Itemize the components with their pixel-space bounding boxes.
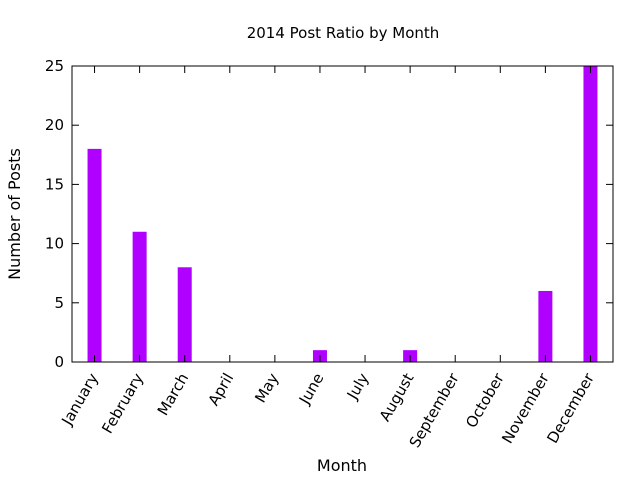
x-axis-label: Month [317,456,367,475]
y-tick-label-0: 0 [54,353,64,371]
y-tick-label-5: 5 [54,294,64,312]
x-tick-label-february: February [98,370,147,437]
x-tick-label-july: July [343,370,373,403]
x-tick-label-august: August [376,370,418,425]
x-tick-label-january: January [57,370,102,429]
x-tick-label-march: March [154,370,192,419]
bars-group [87,66,598,362]
ticks-group [72,65,613,363]
bar-november [538,290,553,362]
bar-march [177,267,192,362]
chart-title: 2014 Post Ratio by Month [247,24,440,42]
bar-december [583,66,598,362]
x-tick-label-june: June [295,370,327,408]
x-tick-label-april: April [205,370,238,409]
y-tick-label-10: 10 [45,235,64,253]
y-tick-label-20: 20 [45,116,64,134]
bar-february [132,231,147,362]
bar-january [87,148,102,362]
y-axis-label: Number of Posts [5,148,24,280]
plot-frame [71,65,614,363]
y-tick-label-15: 15 [45,175,64,193]
x-tick-label-may: May [251,370,282,406]
y-tick-label-25: 25 [45,57,64,75]
x-tick-label-october: October [462,369,508,431]
